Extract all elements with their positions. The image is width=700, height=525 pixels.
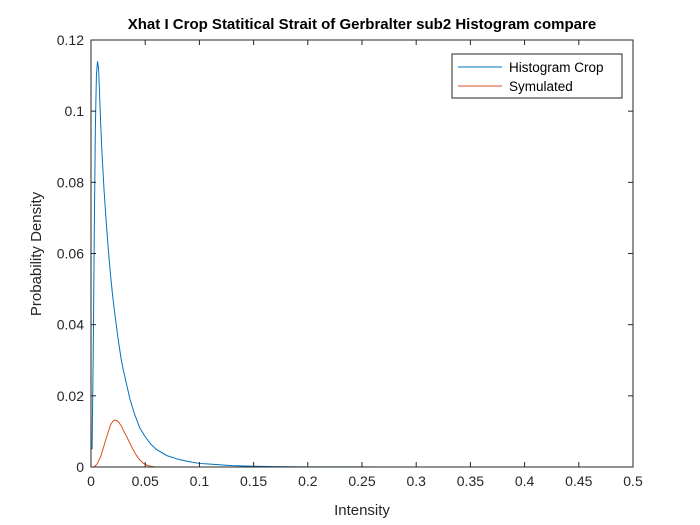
x-tick-label: 0.5 bbox=[623, 473, 643, 489]
y-tick-label: 0.08 bbox=[57, 174, 84, 190]
x-tick-label: 0 bbox=[87, 473, 95, 489]
x-tick-label: 0.25 bbox=[348, 473, 375, 489]
legend: Histogram Crop Symulated bbox=[451, 53, 623, 99]
legend-label-1: Symulated bbox=[509, 79, 573, 94]
series-group bbox=[91, 61, 579, 468]
y-tick-label: 0.04 bbox=[57, 317, 84, 333]
plot-area bbox=[91, 40, 633, 467]
x-axis-label: Intensity bbox=[334, 502, 390, 519]
y-tick-label: 0 bbox=[76, 459, 84, 475]
series-line-0 bbox=[91, 61, 579, 468]
chart-title: Xhat I Crop Statitical Strait of Gerbral… bbox=[128, 16, 596, 33]
series-line-1 bbox=[93, 419, 157, 468]
y-tick-label: 0.06 bbox=[57, 246, 84, 262]
x-tick-label: 0.4 bbox=[515, 473, 535, 489]
x-tick-label: 0.45 bbox=[565, 473, 592, 489]
ticks-group: 0 0.05 0.1 0.15 0.2 0.25 0.3 0.35 0.4 0.45 0.5 0 0.0… bbox=[57, 32, 643, 489]
y-tick-label: 0.1 bbox=[65, 103, 85, 119]
x-tick-label: 0.1 bbox=[190, 473, 210, 489]
x-tick-label: 0.05 bbox=[132, 473, 159, 489]
y-tick-label: 0.02 bbox=[57, 388, 84, 404]
x-tick-label: 0.35 bbox=[457, 473, 484, 489]
y-axis-label: Probability Density bbox=[28, 191, 45, 316]
legend-label-0: Histogram Crop bbox=[509, 60, 604, 75]
x-tick-label: 0.3 bbox=[406, 473, 426, 489]
legend-box bbox=[451, 53, 623, 99]
y-tick-label: 0.12 bbox=[57, 32, 84, 48]
x-tick-label: 0.2 bbox=[298, 473, 318, 489]
x-tick-label: 0.15 bbox=[240, 473, 267, 489]
